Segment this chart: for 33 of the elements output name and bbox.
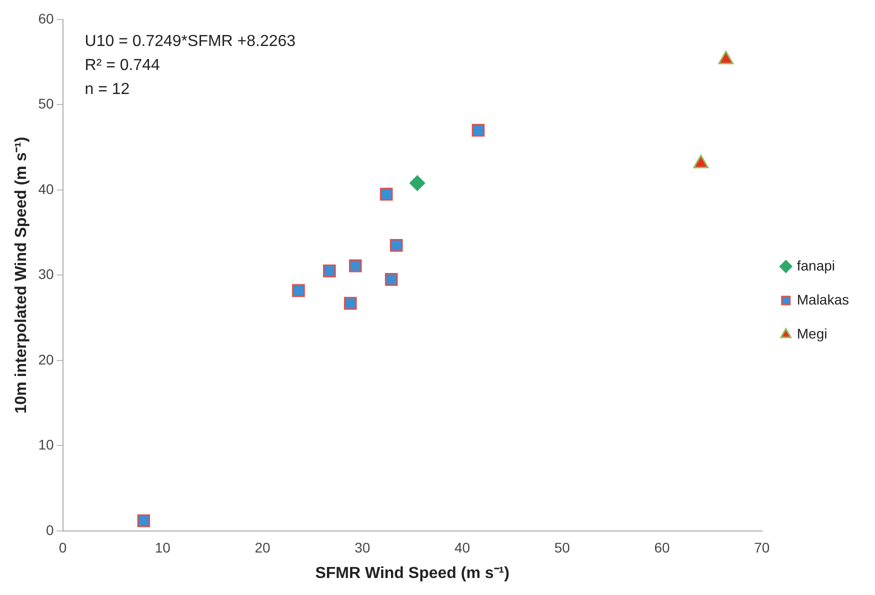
x-tick-label: 20 xyxy=(254,539,271,556)
y-tick-label: 20 xyxy=(38,351,54,368)
y-tick-label: 0 xyxy=(46,522,54,538)
x-tick-label: 0 xyxy=(58,539,67,556)
x-axis-title: SFMR Wind Speed (m s⁻¹) xyxy=(315,564,510,582)
legend-label: Malakas xyxy=(796,291,850,308)
point xyxy=(380,188,393,201)
x-tick-label: 30 xyxy=(354,539,370,556)
point xyxy=(137,514,150,528)
x-tick-label: 40 xyxy=(454,539,470,556)
point xyxy=(348,259,362,272)
point xyxy=(344,296,357,310)
annotation: R² = 0.744 xyxy=(84,56,160,74)
legend-label: fanapi xyxy=(796,257,836,274)
x-tick-label: 50 xyxy=(554,539,570,556)
annotation: n = 12 xyxy=(84,80,130,98)
point xyxy=(323,264,336,278)
annotation: U10 = 0.7249*SFMR +8.2263 xyxy=(84,32,296,50)
legend-label: Megi xyxy=(796,325,828,342)
x-tick-label: 60 xyxy=(654,539,670,556)
y-tick-label: 30 xyxy=(38,266,54,282)
x-tick-label: 70 xyxy=(754,539,770,556)
y-tick-label: 50 xyxy=(38,96,54,112)
y-tick-label: 10 xyxy=(38,436,54,453)
point xyxy=(410,175,426,191)
y-axis-title: 10m interpolated Wind Speed (m s⁻¹) xyxy=(13,136,30,414)
point xyxy=(292,284,305,297)
point xyxy=(384,273,398,286)
x-tick-label: 10 xyxy=(154,539,171,556)
point xyxy=(390,238,403,252)
y-tick-label: 40 xyxy=(38,180,54,197)
y-tick-label: 60 xyxy=(38,10,54,26)
point xyxy=(472,124,485,137)
